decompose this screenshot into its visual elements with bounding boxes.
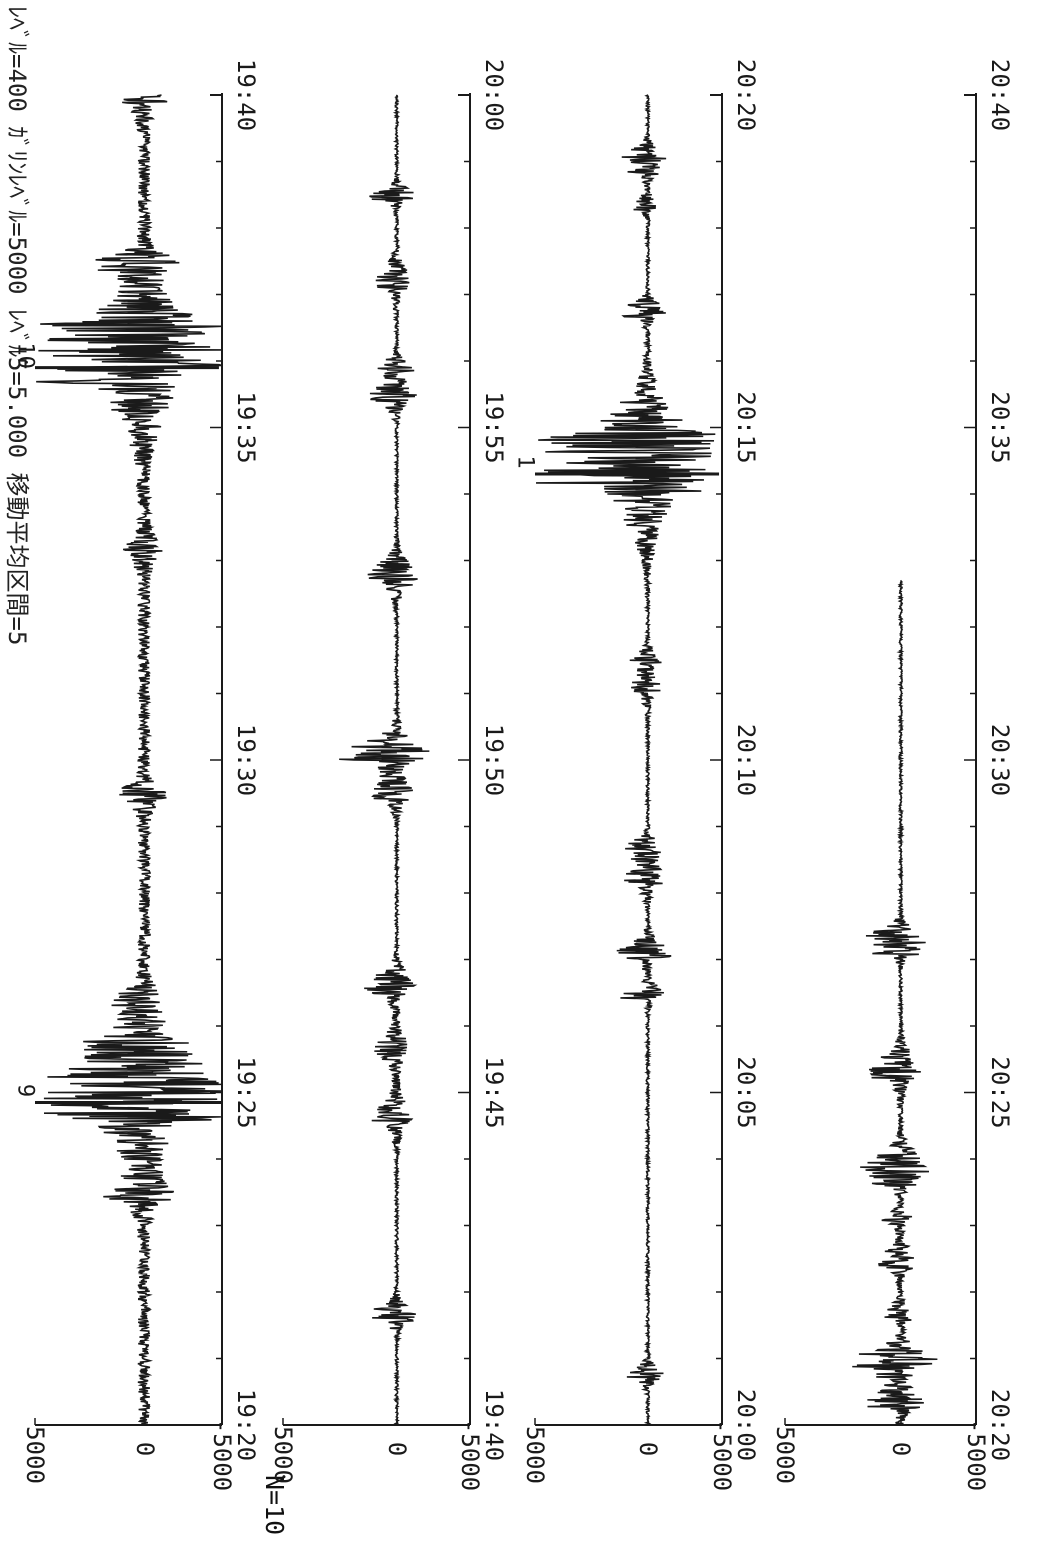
x-tick-label: 20:20 [732, 59, 760, 131]
x-tick-label: 20:05 [732, 1056, 760, 1128]
x-tick-label: 20:35 [986, 391, 1014, 463]
x-tick-label: 19:55 [480, 391, 508, 463]
axes-layer [34, 93, 977, 1426]
y-tick-label: -5000 [962, 1419, 990, 1491]
x-tick-label: 19:20 [232, 1389, 260, 1461]
x-tick-label: 20:30 [986, 724, 1014, 796]
x-tick-label: 19:30 [232, 724, 260, 796]
y-tick-label: -5000 [708, 1419, 736, 1491]
waveform-trace [36, 94, 222, 1426]
x-tick-label: 19:35 [232, 391, 260, 463]
y-tick-label: 0 [887, 1442, 915, 1456]
y-tick-label: 5000 [771, 1426, 799, 1484]
y-tick-label: -5000 [208, 1419, 236, 1491]
x-tick-label: 20:15 [732, 391, 760, 463]
x-tick-label: 19:45 [480, 1056, 508, 1128]
waveform-trace [339, 94, 430, 1426]
x-tick-label: 20:00 [732, 1389, 760, 1461]
y-tick-label: 0 [383, 1442, 411, 1456]
waveform-trace [536, 94, 717, 1426]
x-tick-label: 20:00 [480, 59, 508, 131]
x-tick-label: 19:40 [232, 59, 260, 131]
y-tick-label: 5000 [269, 1426, 297, 1484]
x-tick-label: 20:25 [986, 1056, 1014, 1128]
y-tick-label: 0 [131, 1442, 159, 1456]
waveform-trace [852, 579, 938, 1426]
event-label: 10 [13, 342, 38, 369]
x-tick-label: 19:40 [480, 1389, 508, 1461]
trace-layer [35, 94, 938, 1426]
y-tick-label: 5000 [521, 1426, 549, 1484]
y-tick-label: -5000 [456, 1419, 484, 1491]
y-tick-label: 0 [634, 1442, 662, 1456]
event-label: 1 [513, 455, 538, 468]
x-tick-label: 20:10 [732, 724, 760, 796]
x-tick-label: 20:40 [986, 59, 1014, 131]
x-tick-label: 19:25 [232, 1056, 260, 1128]
x-tick-label: 20:20 [986, 1389, 1014, 1461]
event-label: 9 [13, 1084, 38, 1097]
x-tick-label: 19:50 [480, 724, 508, 796]
y-tick-label: 5000 [21, 1426, 49, 1484]
